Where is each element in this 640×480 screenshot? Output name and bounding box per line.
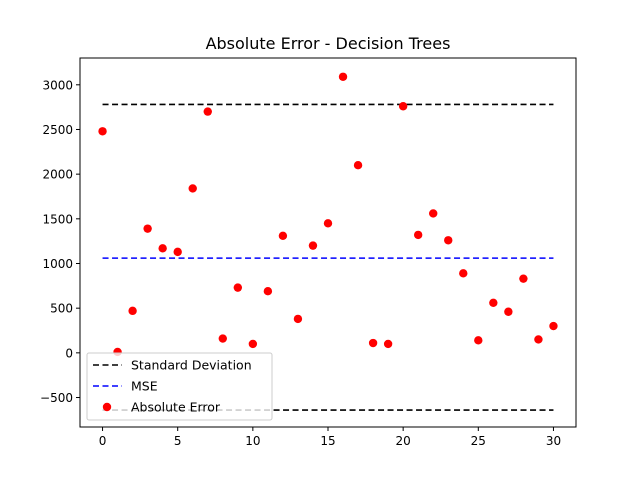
data-point [444,236,453,245]
legend: Standard Deviation MSE Absolute Error [86,352,273,421]
data-point [293,314,303,324]
x-tick-label: 5 [174,434,182,448]
x-tick-label: 25 [471,434,486,448]
data-point [474,336,483,345]
plot-area [98,72,558,411]
axes: 0 5 10 15 20 25 30 −500 0 500 1000 1500 2000 2500 3000 [40,78,561,448]
legend-box [86,352,273,421]
data-point [143,224,152,233]
y-tick-label: 2000 [42,168,73,182]
data-point [338,72,348,81]
data-point [278,231,288,240]
chart-title: Absolute Error - Decision Trees [206,34,451,53]
data-point [218,334,227,343]
x-tick-label: 0 [99,434,107,448]
data-point [158,244,167,253]
y-tick-label: 1500 [42,212,73,226]
data-point [203,107,212,116]
data-point [398,102,408,111]
legend-swatch [102,402,112,412]
data-point [188,184,197,193]
legend-label: Standard Deviation [131,358,252,373]
data-point [459,269,468,278]
data-point [504,307,513,316]
data-point [489,298,498,308]
data-point [549,321,558,331]
y-tick-label: 1000 [42,257,73,271]
data-point [383,339,393,349]
y-tick-label: 3000 [42,78,73,92]
data-point [233,283,243,292]
data-point [429,209,438,218]
data-point [98,127,107,136]
y-tick-label: 500 [50,302,73,316]
x-tick-label: 30 [546,434,561,448]
data-point [173,247,182,257]
data-point [534,335,543,344]
data-point [263,286,273,296]
x-tick-label: 10 [245,434,260,448]
data-point [128,306,137,316]
x-tick-label: 15 [320,434,335,448]
y-tick-label: −500 [40,391,73,405]
data-point [353,161,363,170]
legend-label: MSE [131,379,158,394]
y-tick-label: 0 [65,346,73,360]
data-point [368,338,378,348]
data-point [519,274,528,283]
data-point [308,241,318,250]
legend-label: Absolute Error [131,400,221,415]
data-point [413,230,423,240]
x-tick-label: 20 [396,434,411,448]
data-point [323,219,333,228]
data-point [248,339,258,349]
y-tick-label: 2500 [42,123,73,137]
